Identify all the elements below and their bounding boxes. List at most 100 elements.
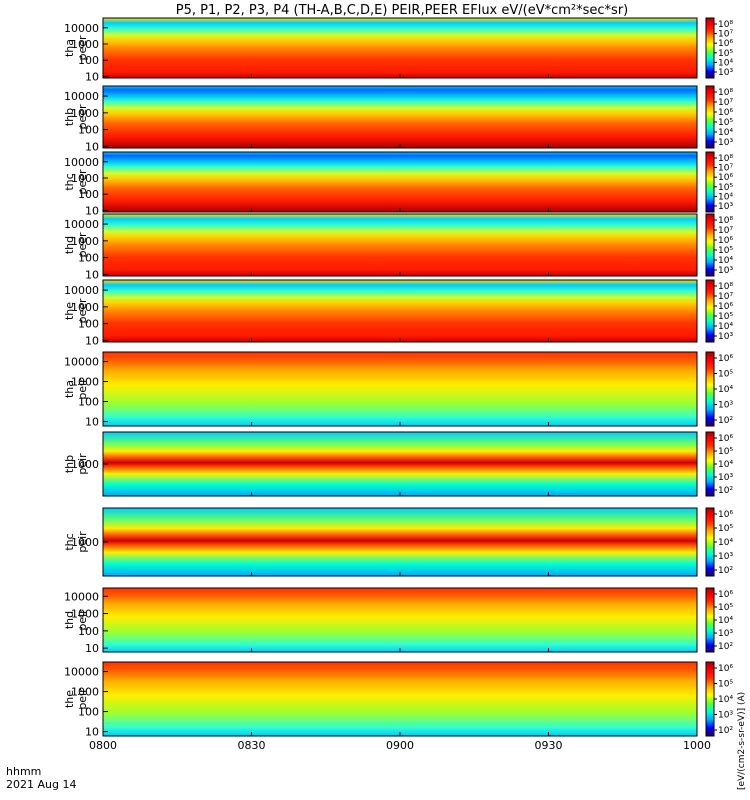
date-label: 2021 Aug 14 [6, 778, 76, 791]
colorbar-tick-label: 10³ [718, 68, 733, 78]
colorbar-tick-label: 10³ [718, 711, 733, 721]
colorbar [705, 587, 715, 653]
colorbar-tick-label: 10⁶ [718, 302, 733, 312]
y-tick-label: 10 [85, 204, 99, 217]
spectrogram-fill [103, 508, 697, 576]
colorbar-tick-label: 10² [718, 566, 733, 576]
panel-thd-peir: 10000 1000 100 10 thd peir 10⁶ 10⁵ 10⁴ 10³ 10² [63, 587, 733, 655]
colorbar-tick-label: 10³ [718, 266, 733, 276]
spectrogram-fill [103, 18, 697, 78]
x-axis-label: hhmm [6, 765, 41, 778]
colorbar-tick-label: 10² [718, 416, 733, 426]
spectrogram-fill [103, 152, 697, 212]
panel-label-product: peir [76, 378, 89, 400]
y-tick-label: 100 [78, 396, 99, 409]
colorbar-tick-label: 10⁵ [718, 118, 733, 128]
colorbar-tick-label: 10⁶ [718, 173, 733, 183]
x-tick-label: 0900 [386, 739, 414, 752]
panel-label-probe: thb [63, 108, 76, 126]
colorbar-tick-label: 10⁶ [718, 590, 733, 600]
y-tick-label: 100 [78, 318, 99, 331]
colorbar [705, 507, 715, 577]
colorbar-tick-label: 10³ [718, 332, 733, 342]
panel-label-product: peir [76, 609, 89, 631]
y-tick-label: 10000 [64, 356, 99, 369]
colorbar-tick-label: 10³ [718, 138, 733, 148]
colorbar-tick-label: 10⁶ [718, 434, 733, 444]
y-tick-label: 100 [78, 188, 99, 201]
spectrogram-fill [103, 662, 697, 736]
panel-label-product: peer [76, 232, 89, 258]
colorbar-tick-label: 10⁸ [718, 216, 733, 226]
panel-label-product: peir [76, 531, 89, 553]
colorbar-tick-label: 10⁵ [718, 370, 733, 380]
colorbar-tick-label: 10⁸ [718, 282, 733, 292]
panel-label-product: peir [76, 688, 89, 710]
panel-label-probe: thb [63, 455, 76, 473]
colorbar-tick-label: 10⁶ [718, 236, 733, 246]
spectrogram-fill [103, 214, 697, 276]
colorbar-outer-label: [eV/(cm2-s-sr-eV)] (A) [737, 692, 747, 790]
colorbar [705, 85, 715, 149]
colorbar-tick-label: 10⁴ [718, 460, 733, 470]
colorbar-tick-label: 10⁴ [718, 538, 733, 548]
colorbar-tick-label: 10⁸ [718, 88, 733, 98]
panel-label-product: peir [76, 453, 89, 475]
colorbar [705, 151, 715, 213]
y-tick-label: 1000 [71, 608, 99, 621]
panel-label-probe: the [63, 690, 76, 708]
panel-label-probe: tha [63, 380, 76, 398]
colorbar-tick-label: 10³ [718, 473, 733, 483]
y-tick-label: 100 [78, 625, 99, 638]
y-tick-label: 10 [85, 334, 99, 347]
colorbar-tick-label: 10⁴ [718, 256, 733, 266]
colorbar [705, 431, 715, 497]
x-tick-label: 1000 [683, 739, 711, 752]
y-tick-label: 10000 [64, 666, 99, 679]
panel-label-product: peer [76, 298, 89, 324]
y-tick-label: 1000 [71, 686, 99, 699]
y-tick-label: 10 [85, 140, 99, 153]
colorbar-tick-label: 10⁴ [718, 192, 733, 202]
colorbar [705, 17, 715, 79]
colorbar-tick-label: 10⁴ [718, 128, 733, 138]
spectrogram-fill [103, 432, 697, 496]
colorbar-tick-label: 10⁷ [718, 226, 733, 236]
x-tick-label: 0930 [535, 739, 563, 752]
y-tick-label: 10000 [64, 284, 99, 297]
y-tick-label: 100 [78, 54, 99, 67]
colorbar-tick-label: 10⁵ [718, 49, 733, 59]
y-tick-label: 10 [85, 416, 99, 429]
colorbar-tick-label: 10² [718, 486, 733, 496]
y-tick-label: 10 [85, 642, 99, 655]
y-tick-label: 10 [85, 70, 99, 83]
colorbar [705, 351, 715, 427]
colorbar-tick-label: 10⁷ [718, 98, 733, 108]
colorbar-tick-label: 10⁴ [718, 695, 733, 705]
colorbar-tick-label: 10⁶ [718, 664, 733, 674]
y-tick-label: 1000 [71, 172, 99, 185]
colorbar-tick-label: 10⁷ [718, 292, 733, 302]
colorbar [705, 661, 715, 737]
colorbar-tick-label: 10⁴ [718, 385, 733, 395]
colorbar [705, 213, 715, 277]
panel-label-probe: thd [63, 236, 76, 254]
colorbar-tick-label: 10⁷ [718, 30, 733, 40]
y-tick-label: 100 [78, 706, 99, 719]
colorbar-tick-label: 10⁵ [718, 524, 733, 534]
colorbar-tick-label: 10⁷ [718, 164, 733, 174]
y-tick-label: 1000 [71, 536, 99, 549]
spectrogram-fill [103, 86, 697, 148]
panel-label-probe: tha [63, 39, 76, 57]
spectrogram-fill [103, 280, 697, 342]
colorbar-tick-label: 10³ [718, 202, 733, 212]
colorbar-tick-label: 10⁸ [718, 20, 733, 30]
y-tick-label: 100 [78, 252, 99, 265]
